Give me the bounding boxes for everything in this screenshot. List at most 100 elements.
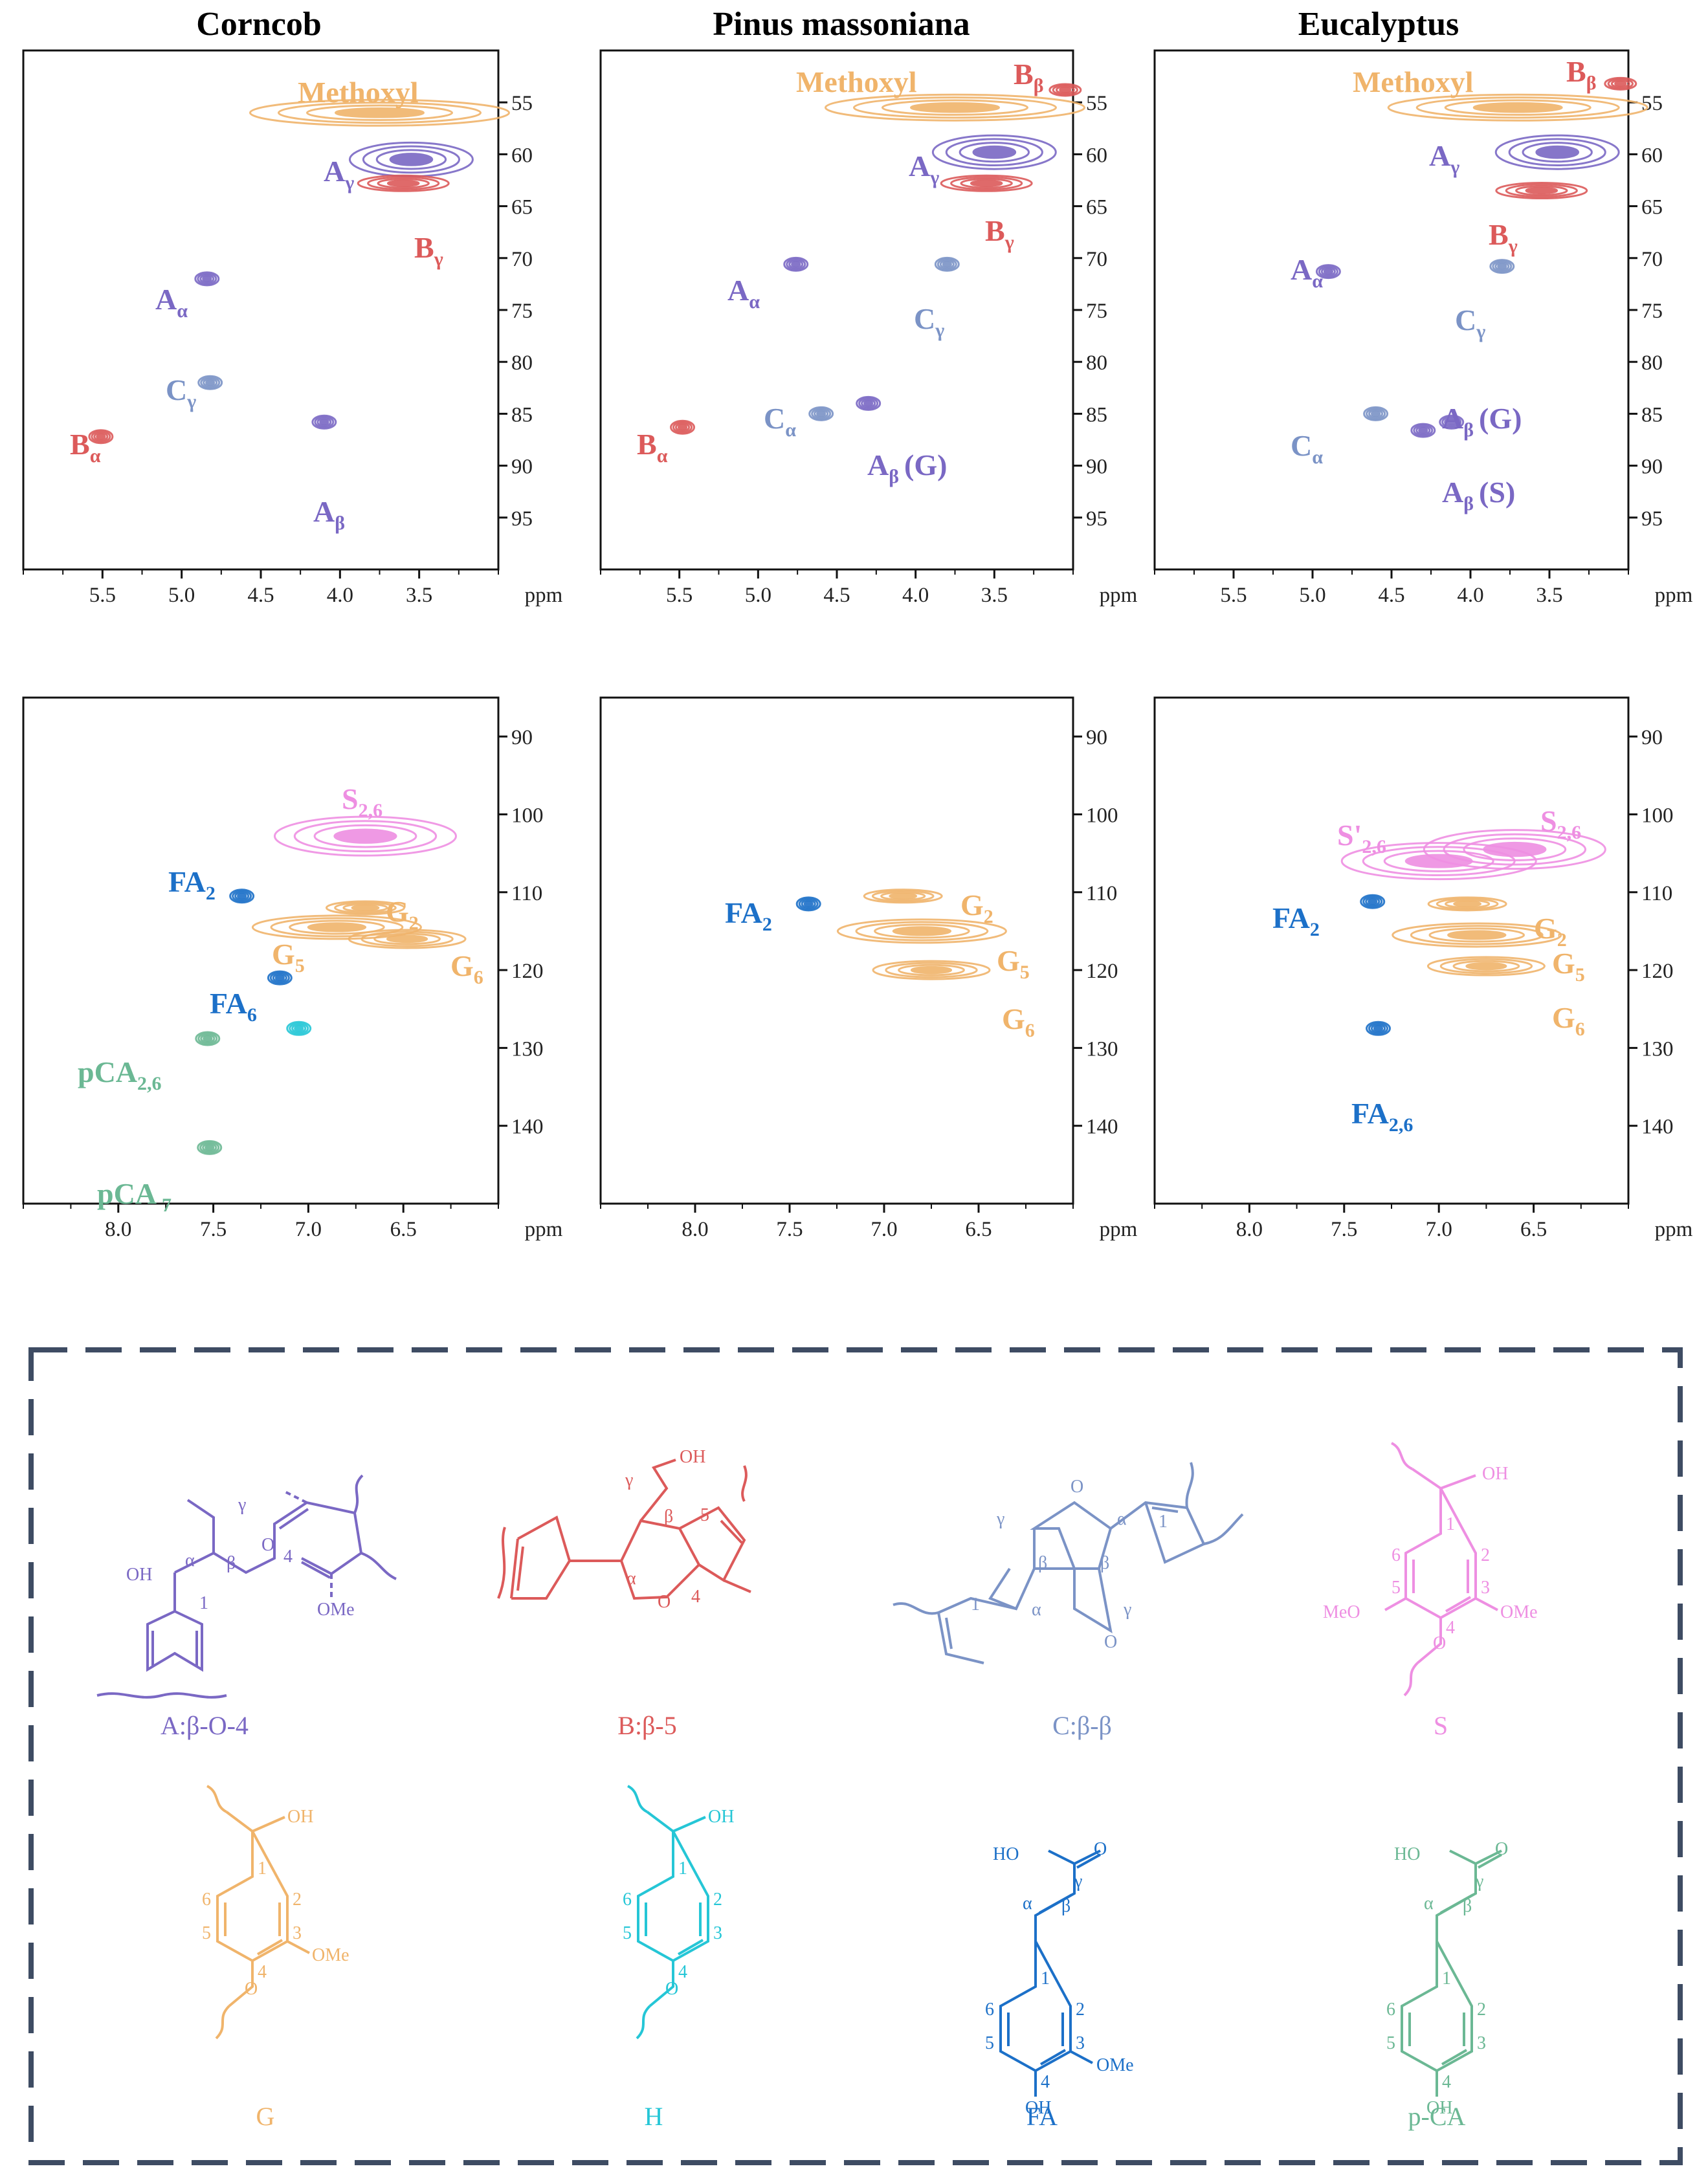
eucalyptus-aliphatic-peak bbox=[1387, 93, 1648, 122]
corncob-aromatic-ytick-label: 100 bbox=[511, 804, 544, 827]
pinus-aromatic-ytick-label: 110 bbox=[1086, 882, 1117, 905]
caption-g: G bbox=[256, 2102, 275, 2131]
structure-fa: HO O OMe OH γ β α 1 2 3 4 5 6 FA bbox=[985, 1839, 1134, 2131]
label-g2: G2 bbox=[386, 895, 419, 934]
corncob-aliphatic-peak bbox=[202, 275, 212, 282]
pinus-aliphatic-peak bbox=[672, 421, 693, 434]
corncob-aromatic-peak bbox=[289, 1022, 309, 1035]
eucalyptus-aromatic-xtick-label: 7.0 bbox=[1426, 1218, 1452, 1241]
pinus-aliphatic-peak bbox=[670, 419, 696, 435]
corncob-aliphatic-peak bbox=[335, 107, 425, 118]
pinus-aliphatic-peak bbox=[942, 261, 952, 268]
pinus-aliphatic-peak bbox=[945, 138, 1043, 166]
pinus-aliphatic-peak bbox=[856, 395, 882, 411]
label-fa2: FA2 bbox=[1272, 901, 1320, 940]
atom-oh: OH bbox=[126, 1565, 152, 1585]
num-3: 3 bbox=[293, 1923, 302, 1943]
corncob-aliphatic-peak bbox=[386, 179, 420, 187]
eucalyptus-aromatic-peak bbox=[1368, 898, 1378, 905]
corncob-aliphatic-ytick-label: 70 bbox=[511, 248, 533, 271]
pinus-aliphatic-peak bbox=[783, 256, 809, 272]
eucalyptus-aliphatic-peak bbox=[1415, 96, 1620, 119]
corncob-aliphatic-xtick-label: 5.5 bbox=[89, 584, 116, 607]
corncob-aliphatic-peak bbox=[205, 379, 216, 386]
pinus-aliphatic-peak bbox=[811, 408, 832, 420]
corncob-aliphatic-peak bbox=[306, 104, 453, 121]
pinus-aliphatic-peak bbox=[972, 145, 1017, 159]
corncob-aromatic-frame bbox=[22, 696, 500, 1205]
label-s-prime-26: S'2,6 bbox=[1337, 819, 1386, 857]
atom-o-top: O bbox=[1070, 1477, 1083, 1497]
pinus-aromatic-xtick-label: 6.5 bbox=[965, 1218, 992, 1241]
eucalyptus-aliphatic-x-unit: ppm bbox=[1655, 584, 1693, 607]
corncob-aliphatic-ytick-label: 65 bbox=[511, 196, 533, 219]
label-a-gamma: Aγ bbox=[1429, 139, 1459, 178]
panel-2-labels: Methoxyl Bβ Aγ Bγ Aα Cγ Cα Aβ (G) Bα bbox=[637, 58, 1044, 487]
greek-beta: β bbox=[227, 1553, 236, 1573]
eucalyptus-aliphatic-peak bbox=[1522, 142, 1593, 163]
caption-pca: p-CA bbox=[1408, 2102, 1466, 2131]
corncob-aromatic-peak bbox=[274, 975, 285, 982]
corncob-aliphatic-frame bbox=[22, 49, 500, 571]
corncob-aliphatic-ytick-label: 75 bbox=[511, 300, 533, 323]
greek-beta: β bbox=[1463, 1896, 1472, 1916]
pinus-aromatic-peak bbox=[795, 896, 821, 912]
corncob-aromatic-peak bbox=[286, 1020, 312, 1036]
corncob-aliphatic-peak bbox=[194, 271, 220, 287]
num-5: 5 bbox=[1386, 2033, 1395, 2053]
corncob-aromatic-peak bbox=[269, 971, 290, 984]
corncob-aliphatic-peak bbox=[311, 414, 337, 430]
eucalyptus-aromatic-peak bbox=[1447, 930, 1507, 940]
eucalyptus-aromatic-ytick-label: 110 bbox=[1641, 882, 1672, 905]
label-a-alpha: Aα bbox=[155, 283, 188, 322]
pinus-aromatic-peak bbox=[836, 918, 1007, 944]
num-5: 5 bbox=[985, 2033, 994, 2053]
greek-beta: β bbox=[664, 1506, 673, 1527]
corncob-aromatic-ytick-label: 130 bbox=[511, 1037, 544, 1061]
eucalyptus-aliphatic-peak bbox=[1418, 427, 1428, 434]
eucalyptus-aliphatic-xtick-label: 3.5 bbox=[1536, 584, 1562, 607]
eucalyptus-aliphatic-peak bbox=[1495, 182, 1588, 200]
pinus-aromatic-xtick-label: 7.5 bbox=[776, 1218, 803, 1241]
label-g5: G5 bbox=[1552, 947, 1585, 986]
eucalyptus-aliphatic-peak bbox=[1515, 185, 1568, 196]
pinus-aliphatic-peak bbox=[950, 176, 1023, 191]
corncob-aromatic-peak bbox=[237, 892, 247, 899]
corncob-aliphatic-ytick-label: 95 bbox=[511, 507, 533, 531]
label-b-gamma: Bγ bbox=[414, 231, 443, 270]
greek-gamma: γ bbox=[1475, 1871, 1483, 1892]
label-c-gamma: Cγ bbox=[914, 302, 944, 341]
eucalyptus-aromatic-xtick-label: 6.5 bbox=[1520, 1218, 1547, 1241]
corncob-aromatic-peak bbox=[313, 824, 417, 848]
corncob-aromatic-peak bbox=[351, 904, 380, 911]
pinus-aliphatic-peak bbox=[937, 258, 957, 270]
eucalyptus-aliphatic-peak bbox=[1508, 138, 1606, 166]
label-g6: G6 bbox=[450, 949, 483, 988]
pinus-aliphatic-peak bbox=[959, 142, 1030, 163]
num-6: 6 bbox=[1386, 2000, 1395, 2020]
corncob-aromatic-xtick-label: 6.5 bbox=[390, 1218, 417, 1241]
greek-gamma: γ bbox=[238, 1495, 246, 1515]
atom-meo: MeO bbox=[1323, 1602, 1360, 1622]
num-4: 4 bbox=[1041, 2072, 1050, 2092]
label-pca26: pCA2,6 bbox=[78, 1055, 162, 1094]
label-c-alpha: Cα bbox=[764, 402, 796, 441]
eucalyptus-aliphatic-peak bbox=[1525, 186, 1558, 195]
title-corncob: Corncob bbox=[196, 6, 322, 43]
corncob-aliphatic-xtick-label: 3.5 bbox=[406, 584, 432, 607]
corncob-aromatic-xtick-label: 7.5 bbox=[200, 1218, 227, 1241]
corncob-aliphatic-peak bbox=[200, 376, 221, 389]
eucalyptus-aliphatic-peak bbox=[1607, 78, 1634, 89]
pinus-aliphatic-peak bbox=[786, 258, 806, 270]
pinus-aromatic-ytick-label: 120 bbox=[1086, 960, 1118, 983]
title-eucalyptus: Eucalyptus bbox=[1298, 6, 1459, 43]
corncob-aromatic-xtick-label: 7.0 bbox=[295, 1218, 322, 1241]
greek-gamma-top: γ bbox=[996, 1509, 1004, 1529]
label-g5: G5 bbox=[997, 944, 1030, 983]
num-5: 5 bbox=[1392, 1578, 1401, 1598]
label-a-alpha: Aα bbox=[727, 274, 760, 313]
eucalyptus-aromatic-peak bbox=[1340, 842, 1537, 881]
eucalyptus-aromatic-peak bbox=[1439, 958, 1533, 975]
num-3: 3 bbox=[1076, 2033, 1085, 2053]
